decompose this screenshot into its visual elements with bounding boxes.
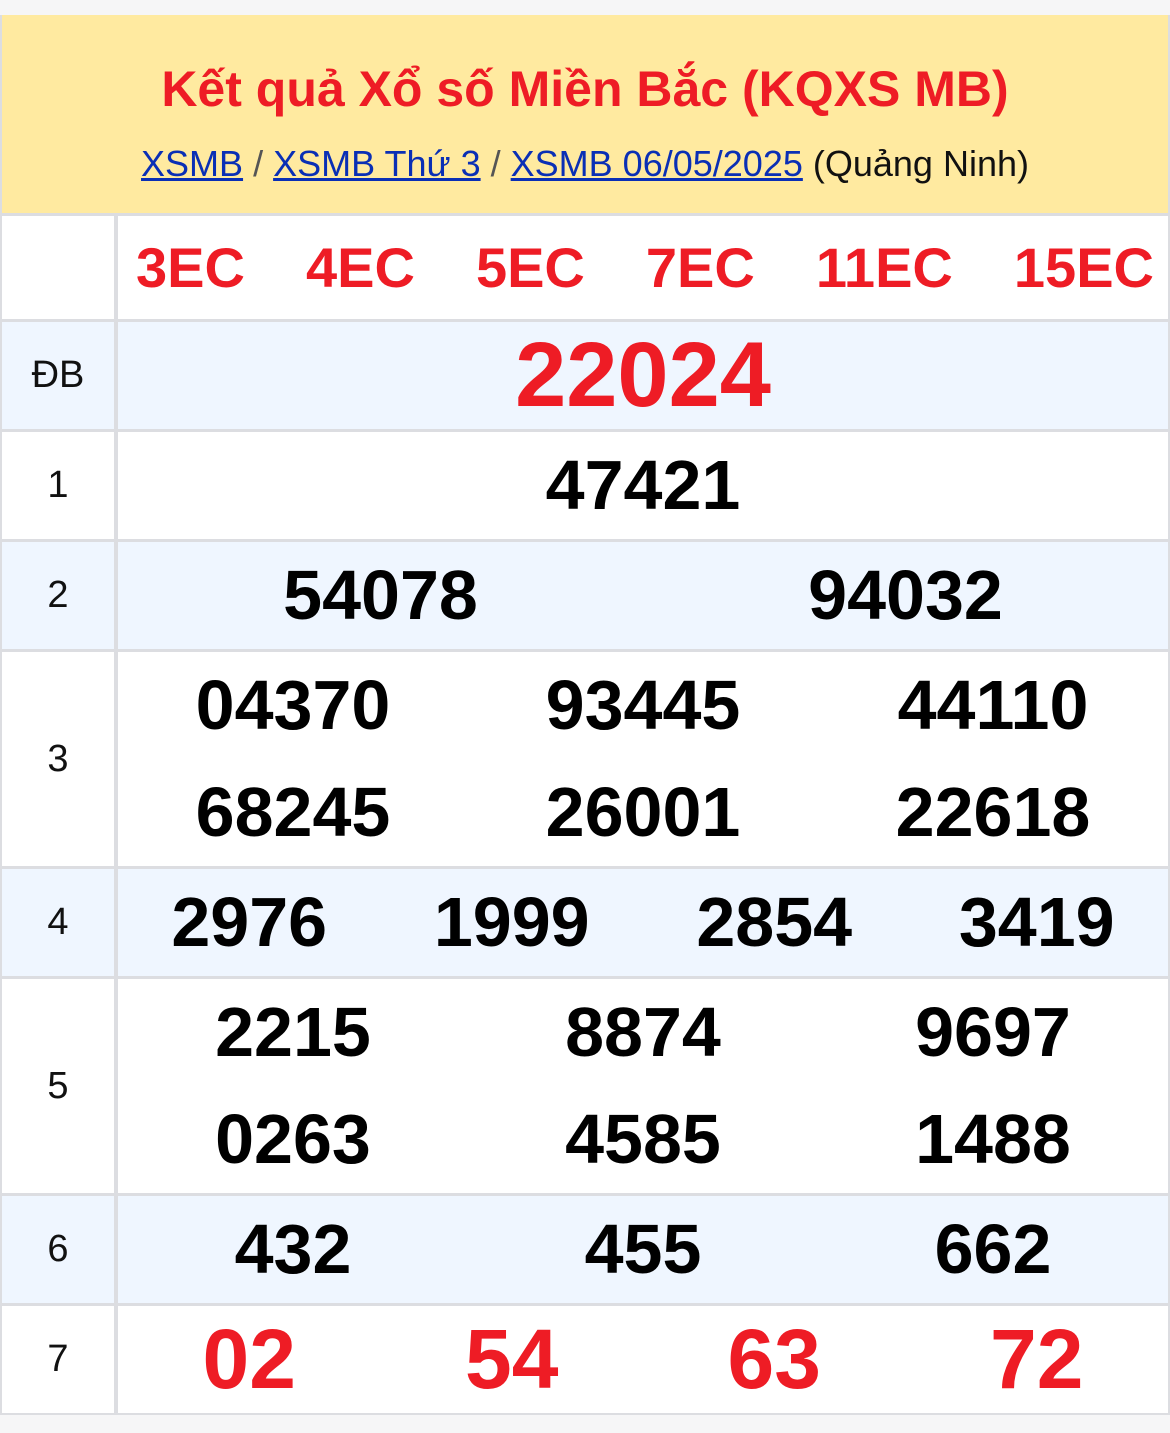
prize-number: 54 bbox=[465, 1312, 559, 1406]
prize-label: 4 bbox=[2, 866, 118, 976]
prize-number: 72 bbox=[990, 1312, 1084, 1406]
draw-code: 5EC bbox=[475, 236, 585, 299]
prize-row-7: 7 02 54 63 72 bbox=[2, 1303, 1168, 1413]
breadcrumb-xsmb[interactable]: XSMB bbox=[141, 143, 244, 184]
prize-number: 3419 bbox=[958, 883, 1115, 961]
prize-label: 3 bbox=[2, 649, 118, 866]
prize-number: 9697 bbox=[915, 993, 1071, 1071]
prize-number: 1488 bbox=[915, 1100, 1071, 1178]
prize-label: 5 bbox=[2, 976, 118, 1193]
prize-number: 54078 bbox=[283, 556, 478, 634]
prize-label: 2 bbox=[2, 539, 118, 649]
prize-number: 47421 bbox=[545, 446, 741, 524]
breadcrumb-separator: / bbox=[490, 143, 501, 184]
prize-row-db: ĐB 22024 bbox=[2, 319, 1168, 429]
draw-code: 11EC bbox=[815, 236, 953, 299]
prize-number: 1999 bbox=[433, 883, 590, 961]
prize-number: 63 bbox=[727, 1312, 821, 1406]
results-header: Kết quả Xổ số Miền Bắc (KQXS MB) XSMB / … bbox=[2, 15, 1168, 213]
breadcrumb-separator: / bbox=[253, 143, 264, 184]
prize-number: 26001 bbox=[545, 773, 741, 851]
prize-row-1: 1 47421 bbox=[2, 429, 1168, 539]
prize-number: 22618 bbox=[895, 773, 1091, 851]
prize-number: 2215 bbox=[215, 993, 371, 1071]
prize-number: 455 bbox=[584, 1210, 702, 1288]
breadcrumb-xsmb-date[interactable]: XSMB 06/05/2025 bbox=[510, 143, 803, 184]
prize-number: 68245 bbox=[195, 773, 391, 851]
prize-row-3: 3 04370 93445 44110 68245 26001 22618 bbox=[2, 649, 1168, 866]
prize-number: 2976 bbox=[171, 883, 328, 961]
prize-label: ĐB bbox=[2, 319, 118, 429]
special-prize-number: 22024 bbox=[515, 324, 771, 426]
breadcrumb-xsmb-thu-3[interactable]: XSMB Thứ 3 bbox=[273, 143, 481, 184]
prize-row-2: 2 54078 94032 bbox=[2, 539, 1168, 649]
prize-row-5: 5 2215 8874 9697 0263 4585 1488 bbox=[2, 976, 1168, 1193]
draw-code: 7EC bbox=[645, 236, 755, 299]
prize-number: 432 bbox=[234, 1210, 352, 1288]
prize-number: 94032 bbox=[808, 556, 1003, 634]
prize-number: 04370 bbox=[195, 666, 391, 744]
prize-row-6: 6 432 455 662 bbox=[2, 1193, 1168, 1303]
draw-code: 4EC bbox=[305, 236, 415, 299]
prize-label: 1 bbox=[2, 429, 118, 539]
breadcrumb: XSMB / XSMB Thứ 3 / XSMB 06/05/2025 (Quả… bbox=[2, 143, 1168, 185]
prize-row-4: 4 2976 1999 2854 3419 bbox=[2, 866, 1168, 976]
prize-number: 02 bbox=[202, 1312, 296, 1406]
draw-code: 15EC bbox=[1013, 236, 1154, 299]
prize-number: 2854 bbox=[696, 883, 853, 961]
results-table: 3EC 4EC 5EC 7EC 11EC 15EC ĐB 22024 1 474… bbox=[2, 213, 1168, 1413]
codes-label-cell bbox=[2, 213, 118, 319]
codes-row: 3EC 4EC 5EC 7EC 11EC 15EC bbox=[2, 213, 1168, 319]
prize-number: 4585 bbox=[565, 1100, 721, 1178]
province-label: (Quảng Ninh) bbox=[812, 143, 1029, 184]
prize-number: 8874 bbox=[565, 993, 721, 1071]
prize-label: 6 bbox=[2, 1193, 118, 1303]
prize-number: 0263 bbox=[215, 1100, 371, 1178]
prize-label: 7 bbox=[2, 1303, 118, 1413]
page-title: Kết quả Xổ số Miền Bắc (KQXS MB) bbox=[161, 61, 1009, 117]
prize-number: 44110 bbox=[897, 666, 1089, 744]
results-table-container: Kết quả Xổ số Miền Bắc (KQXS MB) XSMB / … bbox=[0, 15, 1170, 1415]
prize-number: 662 bbox=[934, 1210, 1052, 1288]
draw-code: 3EC bbox=[136, 236, 245, 299]
prize-number: 93445 bbox=[545, 666, 741, 744]
